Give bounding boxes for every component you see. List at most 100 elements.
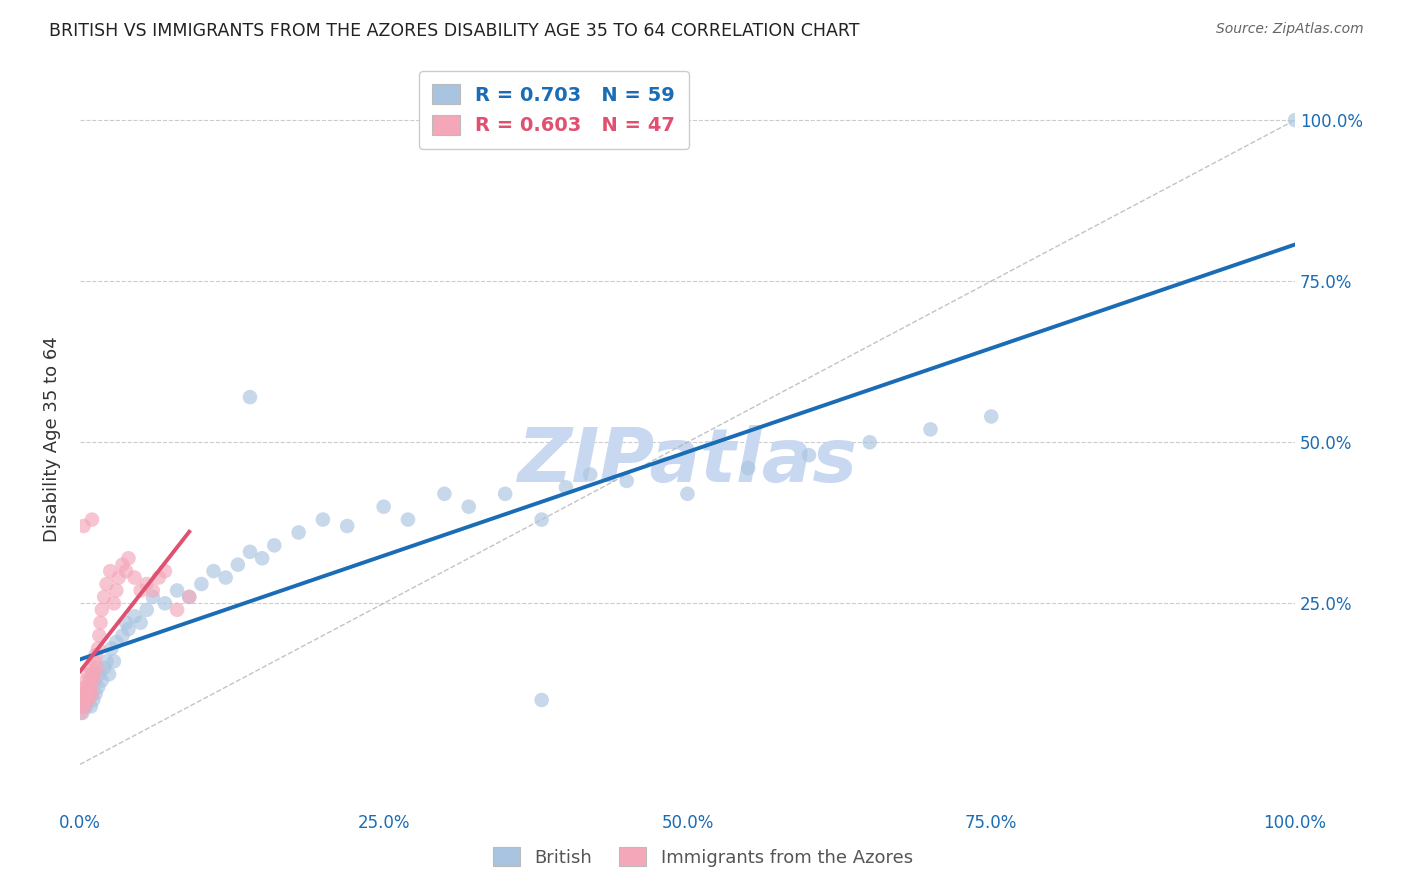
Point [76,680,98,694]
Point [107,570,129,584]
Point [179,590,201,604]
Point [124,609,146,624]
Point [287,525,309,540]
Point [70,706,93,720]
Point [96,577,118,591]
Point [86,661,108,675]
Point [153,564,176,578]
Point [87,680,110,694]
Point [239,545,262,559]
Point [90,673,112,688]
Point [115,615,138,630]
Point [153,596,176,610]
Point [980,409,1002,424]
Point [142,590,165,604]
Point [76,687,98,701]
Point [87,641,110,656]
Point [105,583,128,598]
Point [579,467,602,482]
Point [103,596,125,610]
Point [117,551,139,566]
Point [98,564,121,578]
Point [105,635,128,649]
Point [616,474,638,488]
Point [336,519,359,533]
Point [73,693,96,707]
Point [190,577,212,591]
Point [530,512,553,526]
Point [166,583,188,598]
Point [89,629,111,643]
Point [89,615,111,630]
Point [457,500,479,514]
Point [83,673,105,688]
Text: BRITISH VS IMMIGRANTS FROM THE AZORES DISABILITY AGE 35 TO 64 CORRELATION CHART: BRITISH VS IMMIGRANTS FROM THE AZORES DI… [49,22,859,40]
Text: ZIPatlas: ZIPatlas [517,425,858,498]
Point [75,699,97,714]
Point [215,570,238,584]
Point [84,648,107,662]
Point [96,654,118,668]
Point [93,590,115,604]
Point [76,687,98,701]
Point [100,641,122,656]
Point [494,487,516,501]
Point [75,693,97,707]
Point [117,622,139,636]
Point [129,615,152,630]
Point [72,699,94,714]
Point [72,693,94,707]
Point [82,673,104,688]
Point [79,673,101,688]
Legend: R = 0.703   N = 59, R = 0.603   N = 47: R = 0.703 N = 59, R = 0.603 N = 47 [419,70,689,149]
Point [77,693,100,707]
Point [142,583,165,598]
Point [72,687,94,701]
Legend: British, Immigrants from the Azores: British, Immigrants from the Azores [485,840,921,874]
Point [80,512,103,526]
Point [396,512,419,526]
Y-axis label: Disability Age 35 to 64: Disability Age 35 to 64 [44,336,60,542]
Point [103,654,125,668]
Point [115,564,138,578]
Point [80,680,103,694]
Point [676,487,699,501]
Point [77,667,100,681]
Point [737,461,759,475]
Point [202,564,225,578]
Point [530,693,553,707]
Point [80,667,103,681]
Point [79,680,101,694]
Point [148,570,170,584]
Point [135,577,157,591]
Point [80,687,103,701]
Point [72,699,94,714]
Point [312,512,335,526]
Point [111,558,134,572]
Point [84,687,107,701]
Point [920,422,942,436]
Point [111,629,134,643]
Point [226,558,249,572]
Point [72,519,94,533]
Point [89,667,111,681]
Point [80,699,103,714]
Point [77,693,100,707]
Point [93,661,115,675]
Point [263,538,285,552]
Point [90,603,112,617]
Point [433,487,456,501]
Point [859,435,882,450]
Point [98,667,121,681]
Point [373,500,395,514]
Point [73,680,96,694]
Point [83,654,105,668]
Point [72,706,94,720]
Point [83,667,105,681]
Point [72,693,94,707]
Text: Source: ZipAtlas.com: Source: ZipAtlas.com [1216,22,1364,37]
Point [124,570,146,584]
Point [1284,113,1306,128]
Point [82,693,104,707]
Point [75,673,97,688]
